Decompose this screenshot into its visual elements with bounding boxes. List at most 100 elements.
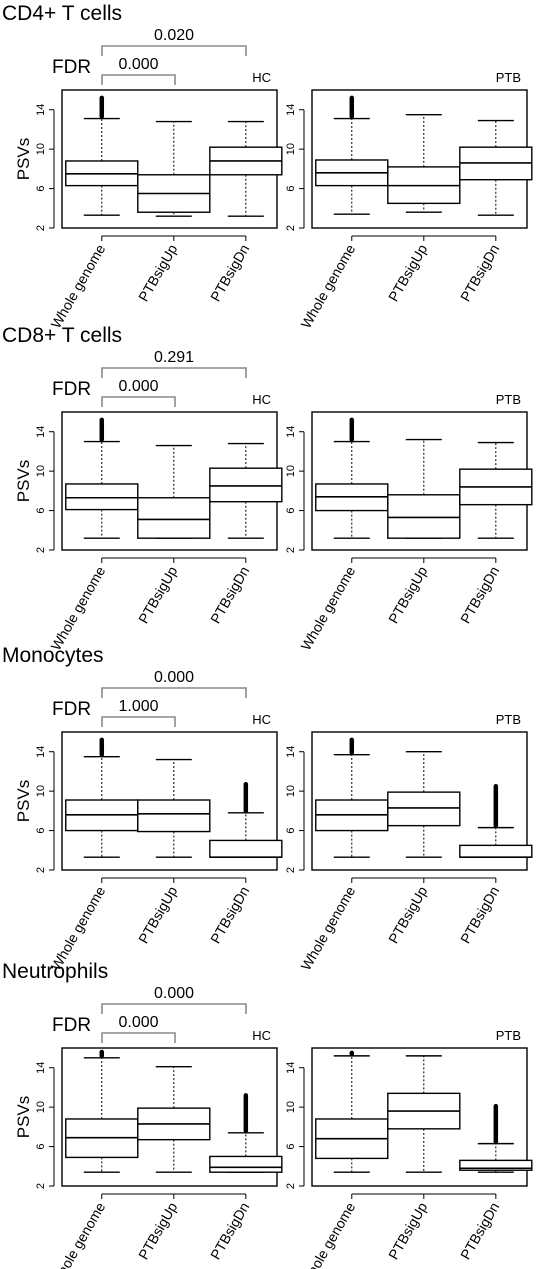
chart-section: CD4+ T cells 0.000 0.020 FDR HC 2 6 10 14 PSVs Who… [2, 2, 533, 331]
y-axis-label: PSVs [14, 1096, 33, 1139]
y-tick-label: 6 [285, 508, 297, 514]
y-tick-label: 2 [285, 1183, 297, 1189]
y-axis-label: PSVs [14, 780, 33, 823]
box-whole-genome [65, 417, 139, 539]
box-whole-genome [65, 1049, 139, 1173]
panel-label: PTB [496, 1028, 521, 1043]
fdr-bracket [101, 1003, 247, 1014]
fdr-value: 0.020 [154, 27, 194, 44]
box-whole-genome [315, 737, 389, 858]
box-body [209, 467, 283, 503]
box-body [137, 799, 211, 833]
x-tick-label: PTBsigDn [207, 884, 252, 947]
y-tick-label: 14 [35, 746, 47, 758]
x-tick-label: Whole genome [297, 1199, 358, 1269]
fdr-bracket [101, 367, 247, 378]
y-tick-label: 2 [35, 547, 47, 553]
x-tick-label: PTBsigUp [135, 241, 180, 304]
plot-frame [311, 1047, 528, 1187]
y-tick-label: 6 [35, 186, 47, 192]
x-tick-label: PTBsigUp [135, 883, 180, 946]
x-tick-label: Whole genome [47, 563, 108, 653]
chart-section: CD8+ T cells 0.000 0.291 FDR HC 2 6 10 14 PSVs Who… [2, 324, 533, 653]
box-whole-genome [315, 95, 389, 215]
box-body [459, 1159, 533, 1171]
box-ptbsigdn [209, 442, 283, 539]
box-ptbsigup [137, 758, 211, 858]
box-ptbsigdn [459, 119, 533, 216]
plot-frame [61, 731, 278, 871]
y-tick-label: 6 [285, 186, 297, 192]
panel-hc: HC 2 6 10 14 PSVs Whole genome PTBsigUp PTBsigDn [14, 392, 283, 653]
fdr-label: FDR [52, 1015, 91, 1036]
chart-section: Neutrophils 0.000 0.000 FDR HC 2 6 10 14 PSVs Whol… [2, 960, 533, 1269]
x-tick-label: PTBsigUp [385, 1199, 430, 1262]
y-axis-label: PSVs [14, 138, 33, 181]
fdr-value: 0.291 [154, 349, 194, 366]
panel-hc: HC 2 6 10 14 PSVs Whole genome PTBsigUp PTBsigDn [14, 70, 283, 331]
box-ptbsigdn [209, 120, 283, 217]
y-tick-label: 6 [35, 1144, 47, 1150]
y-tick-label: 2 [285, 547, 297, 553]
y-tick-label: 10 [35, 785, 47, 797]
chart-title: CD8+ T cells [2, 324, 122, 347]
y-tick-label: 14 [35, 1062, 47, 1074]
panel-ptb: PTB 2 6 10 14 Whole genome PTBsigUp PTBsigDn [285, 392, 533, 653]
chart-title: Monocytes [2, 644, 104, 667]
box-body [459, 844, 533, 858]
fdr-bracket [101, 396, 176, 407]
box-ptbsigup [387, 113, 461, 213]
y-tick-label: 10 [285, 1101, 297, 1113]
chart-title: Neutrophils [2, 960, 108, 983]
box-whole-genome [65, 737, 139, 858]
x-tick-label: PTBsigUp [385, 563, 430, 626]
fdr-value: 0.000 [154, 669, 194, 686]
x-tick-label: Whole genome [297, 241, 358, 331]
y-tick-label: 2 [35, 225, 47, 231]
box-body [209, 839, 283, 858]
fdr-bracket [101, 45, 247, 56]
y-tick-label: 2 [35, 1183, 47, 1189]
box-ptbsigdn [459, 783, 533, 858]
chart-section: Monocytes 1.000 0.000 FDR HC 2 6 10 14 PSVs Whole … [2, 644, 533, 973]
x-tick-label: PTBsigDn [457, 884, 502, 947]
y-tick-label: 6 [285, 1144, 297, 1150]
fdr-value: 1.000 [118, 698, 158, 715]
fdr-label: FDR [52, 699, 91, 720]
box-ptbsigdn [209, 781, 283, 858]
y-tick-label: 14 [285, 1062, 297, 1074]
x-tick-label: PTBsigDn [457, 564, 502, 627]
panel-hc: HC 2 6 10 14 PSVs Whole genome PTBsigUp PTBsigDn [14, 1028, 283, 1269]
box-ptbsigup [137, 444, 211, 539]
fdr-bracket [101, 74, 176, 85]
y-tick-label: 10 [285, 465, 297, 477]
y-tick-label: 2 [285, 225, 297, 231]
panel-ptb: PTB 2 6 10 14 Whole genome PTBsigUp PTBsigDn [285, 712, 533, 973]
panel-label: PTB [496, 712, 521, 727]
panel-label: HC [252, 1028, 271, 1043]
y-tick-label: 10 [35, 1101, 47, 1113]
box-body [209, 1155, 283, 1173]
x-tick-label: Whole genome [297, 563, 358, 653]
chart-title: CD4+ T cells [2, 2, 122, 25]
x-tick-label: PTBsigUp [385, 241, 430, 304]
box-ptbsigup [137, 120, 211, 217]
fdr-value: 0.000 [118, 56, 158, 73]
box-body [387, 494, 461, 539]
x-tick-label: PTBsigUp [135, 563, 180, 626]
y-tick-label: 2 [35, 867, 47, 873]
x-tick-label: Whole genome [297, 883, 358, 973]
panel-label: HC [252, 712, 271, 727]
x-tick-label: PTBsigDn [207, 1200, 252, 1263]
box-ptbsigup [387, 1055, 461, 1173]
y-axis-label: PSVs [14, 460, 33, 503]
y-tick-label: 10 [35, 143, 47, 155]
plot-frame [311, 731, 528, 871]
plot-frame [61, 1047, 278, 1187]
panel-label: PTB [496, 392, 521, 407]
y-tick-label: 6 [35, 508, 47, 514]
box-body [387, 791, 461, 827]
box-ptbsigdn [459, 1103, 533, 1173]
y-tick-label: 14 [285, 104, 297, 116]
